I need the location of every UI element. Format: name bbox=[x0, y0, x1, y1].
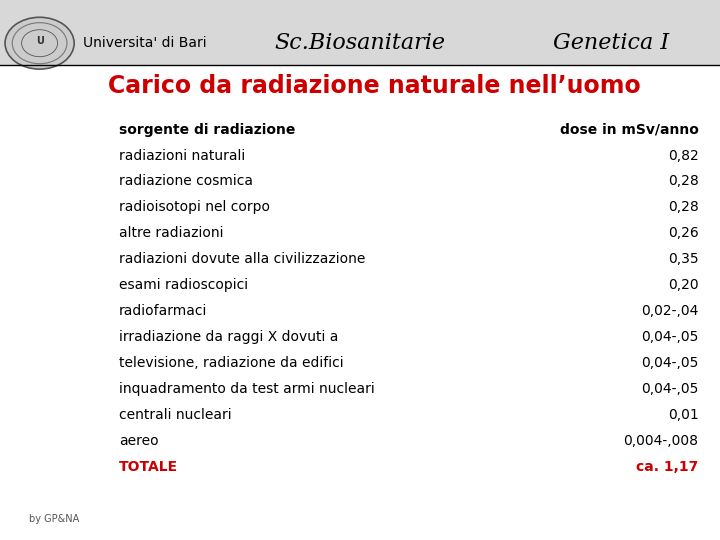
Text: 0,02-,04: 0,02-,04 bbox=[641, 304, 698, 318]
Text: dose in mSv/anno: dose in mSv/anno bbox=[559, 123, 698, 137]
Text: aereo: aereo bbox=[119, 434, 158, 448]
Text: altre radiazioni: altre radiazioni bbox=[119, 226, 223, 240]
Text: televisione, radiazione da edifici: televisione, radiazione da edifici bbox=[119, 356, 343, 370]
Text: 0,04-,05: 0,04-,05 bbox=[641, 356, 698, 370]
Text: irradiazione da raggi X dovuti a: irradiazione da raggi X dovuti a bbox=[119, 330, 338, 344]
Text: 0,20: 0,20 bbox=[667, 278, 698, 292]
Text: radiofarmaci: radiofarmaci bbox=[119, 304, 207, 318]
Text: 0,35: 0,35 bbox=[667, 252, 698, 266]
Text: esami radioscopici: esami radioscopici bbox=[119, 278, 248, 292]
Text: Carico da radiazione naturale nell’uomo: Carico da radiazione naturale nell’uomo bbox=[108, 75, 641, 98]
Bar bbox=[0, 0, 720, 65]
Text: TOTALE: TOTALE bbox=[119, 460, 178, 474]
Text: by GP&NA: by GP&NA bbox=[29, 514, 79, 524]
Circle shape bbox=[5, 17, 74, 69]
Text: Genetica I: Genetica I bbox=[554, 32, 670, 54]
Text: ca. 1,17: ca. 1,17 bbox=[636, 460, 698, 474]
Text: 0,04-,05: 0,04-,05 bbox=[641, 330, 698, 344]
Text: radiazione cosmica: radiazione cosmica bbox=[119, 174, 253, 188]
Text: Sc.Biosanitarie: Sc.Biosanitarie bbox=[274, 32, 446, 54]
Text: 0,26: 0,26 bbox=[667, 226, 698, 240]
Text: inquadramento da test armi nucleari: inquadramento da test armi nucleari bbox=[119, 382, 374, 396]
Text: Universita' di Bari: Universita' di Bari bbox=[83, 36, 207, 50]
Text: U: U bbox=[36, 36, 43, 45]
Text: 0,01: 0,01 bbox=[667, 408, 698, 422]
Text: 0,28: 0,28 bbox=[667, 174, 698, 188]
Text: 0,04-,05: 0,04-,05 bbox=[641, 382, 698, 396]
Text: radiazioni dovute alla civilizzazione: radiazioni dovute alla civilizzazione bbox=[119, 252, 365, 266]
Text: radiazioni naturali: radiazioni naturali bbox=[119, 148, 245, 163]
Text: centrali nucleari: centrali nucleari bbox=[119, 408, 231, 422]
Text: 0,82: 0,82 bbox=[667, 148, 698, 163]
Text: 0,004-,008: 0,004-,008 bbox=[624, 434, 698, 448]
Text: sorgente di radiazione: sorgente di radiazione bbox=[119, 123, 295, 137]
Text: 0,28: 0,28 bbox=[667, 200, 698, 214]
Text: radioisotopi nel corpo: radioisotopi nel corpo bbox=[119, 200, 270, 214]
